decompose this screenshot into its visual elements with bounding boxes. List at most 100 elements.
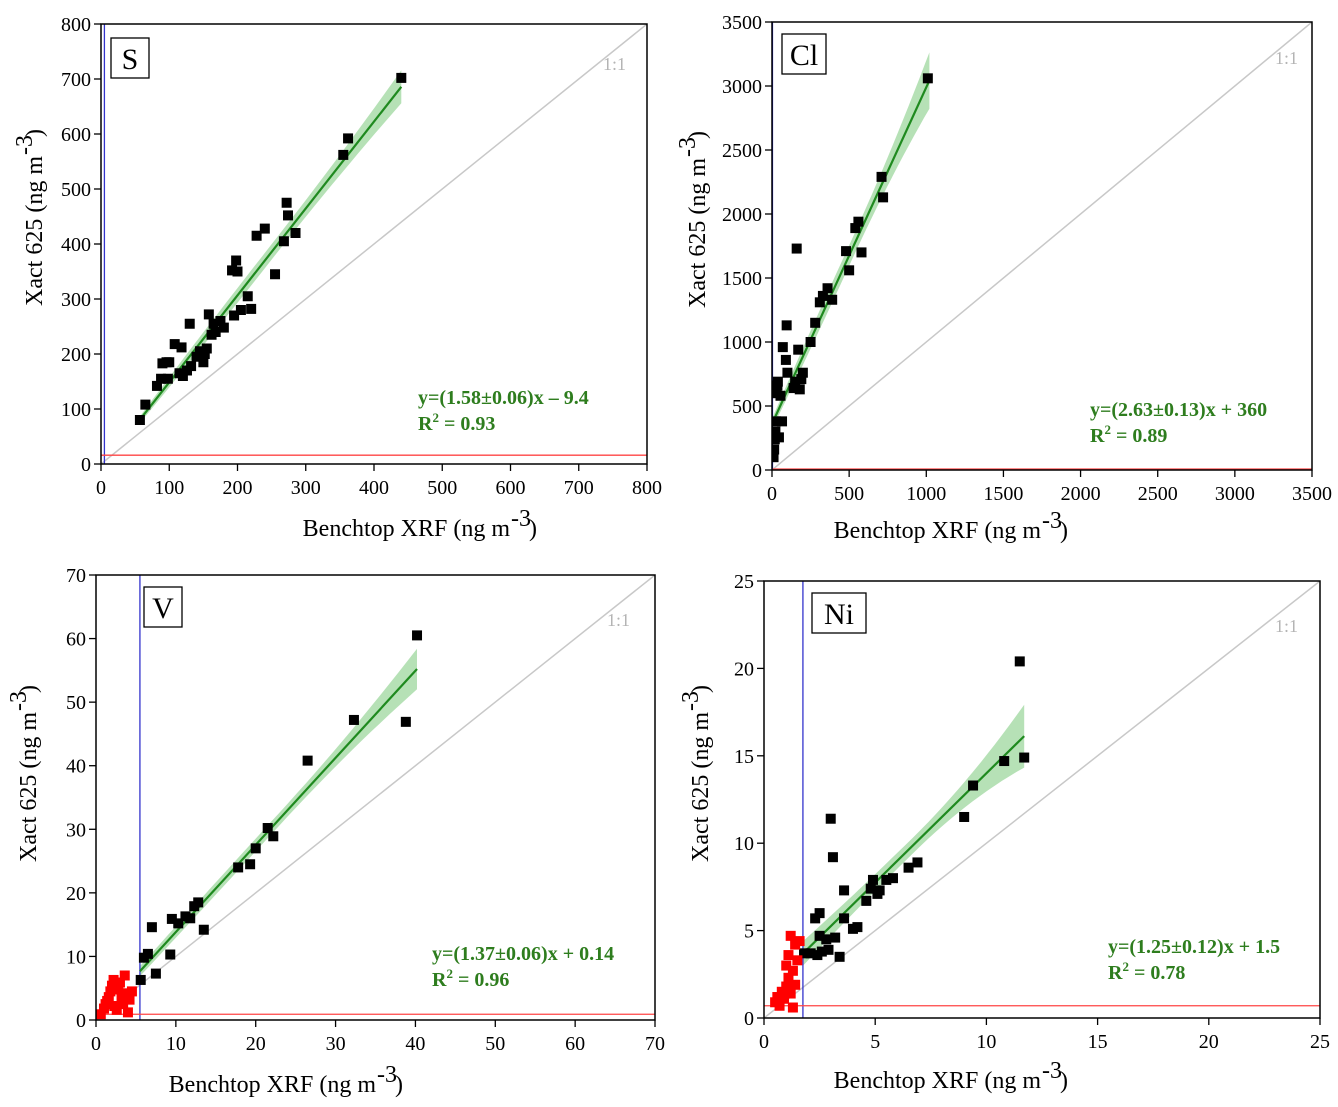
- y-tick-label: 1000: [722, 332, 762, 354]
- y-axis-title-paren: ): [688, 685, 714, 693]
- data-point: [861, 895, 872, 906]
- axis-ticks: 0 5 10 15 20 25 0 5 10 15 20 25: [734, 571, 1330, 1053]
- data-point: [810, 913, 821, 924]
- fit-equation: y=(1.25±0.12)x + 1.5: [1108, 936, 1280, 958]
- data-point-below-detection: [779, 993, 790, 1004]
- x-tick-label: 20: [1199, 1031, 1219, 1053]
- y-tick-label: 25: [734, 571, 754, 593]
- x-axis-title: Benchtop XRF (ng m: [303, 516, 511, 542]
- r-squared-value: = 0.78: [1129, 962, 1185, 984]
- confidence-band: [772, 52, 930, 430]
- r-squared-symbol: R: [1108, 962, 1123, 984]
- x-tick-label: 3500: [1292, 483, 1332, 505]
- data-point-below-detection: [776, 986, 787, 997]
- y-tick-label: 3000: [722, 76, 762, 98]
- y-tick-label: 20: [734, 658, 754, 680]
- data-point: [245, 859, 256, 870]
- data-point: [283, 210, 294, 221]
- data-points: [135, 630, 423, 985]
- data-point-below-detection: [787, 965, 798, 976]
- x-tick-label: 60: [565, 1033, 585, 1055]
- data-point: [242, 291, 253, 302]
- axis-ticks: 0 10 20 30 40 50 60 70 0 10 20 30 40 50 60 70: [66, 565, 665, 1055]
- data-point: [839, 913, 850, 924]
- one-to-one-label: 1:1: [607, 610, 630, 630]
- data-point: [878, 192, 889, 203]
- data-point: [999, 756, 1010, 767]
- data-point: [210, 327, 221, 337]
- y-tick-label: 50: [66, 692, 86, 714]
- data-point: [777, 416, 788, 427]
- x-tick-label: 10: [976, 1031, 996, 1053]
- r-squared-exponent: 2: [1104, 422, 1111, 437]
- y-axis-title-group: Xact 625 (ng m-3): [678, 685, 714, 862]
- x-tick-label: 20: [246, 1033, 266, 1055]
- x-tick-label: 1000: [906, 483, 946, 505]
- data-point-below-detection: [106, 980, 117, 991]
- data-point: [844, 265, 855, 276]
- data-point-below-detection: [785, 930, 796, 941]
- data-point: [233, 862, 244, 873]
- one-to-one-label: 1:1: [1275, 48, 1298, 68]
- data-point: [169, 339, 180, 350]
- data-point: [229, 310, 240, 321]
- data-point-below-detection: [96, 1009, 106, 1020]
- x-tick-label: 0: [767, 483, 777, 505]
- data-point: [782, 367, 793, 378]
- x-axis-title: Benchtop XRF (ng m: [834, 1068, 1042, 1094]
- panel-label-box: [110, 37, 150, 79]
- x-axis-title-paren: ): [1060, 1068, 1068, 1094]
- data-point: [772, 416, 782, 427]
- y-tick-label: 70: [66, 565, 86, 587]
- panel-label-box: [143, 586, 183, 628]
- data-point: [215, 316, 226, 326]
- data-point: [278, 236, 289, 247]
- data-point: [140, 399, 151, 410]
- data-point: [193, 897, 204, 908]
- y-axis-title-exponent: -3: [6, 691, 32, 711]
- x-axis-title-paren: ): [1060, 518, 1068, 544]
- data-point: [856, 247, 867, 258]
- fit-equation: y=(1.37±0.06)x + 0.14: [432, 943, 614, 965]
- data-point: [232, 266, 243, 277]
- data-point: [822, 283, 833, 294]
- r-squared-value: = 0.93: [439, 413, 495, 435]
- data-point: [968, 780, 979, 791]
- x-tick-label: 50: [485, 1033, 505, 1055]
- data-point: [814, 908, 825, 919]
- panel-label: V: [152, 592, 174, 625]
- panel-label: Cl: [790, 39, 818, 72]
- data-point: [794, 384, 805, 395]
- y-axis-title-exponent: -3: [12, 135, 38, 155]
- r-squared-value: = 0.96: [453, 969, 509, 991]
- y-axis-title: Xact 625 (ng m: [16, 712, 42, 862]
- data-point: [772, 452, 779, 463]
- data-point: [791, 243, 802, 254]
- data-points: [772, 73, 933, 463]
- y-tick-label: 2500: [722, 140, 762, 162]
- data-point: [231, 255, 242, 266]
- data-point: [825, 813, 836, 824]
- data-point: [199, 349, 210, 359]
- plot-frame: [95, 574, 656, 1021]
- data-point: [827, 294, 838, 305]
- data-point: [177, 371, 188, 381]
- below-detection-points: [96, 970, 137, 1020]
- data-point: [903, 862, 914, 873]
- y-axis-title-exponent: -3: [675, 137, 701, 157]
- data-point: [788, 383, 799, 394]
- data-point: [290, 228, 301, 238]
- data-point-below-detection: [774, 1000, 785, 1011]
- panel-s: 0 100 200 300 400 500 600 700 800 0 100 200 300 400 50…: [12, 14, 662, 542]
- data-point-below-detection: [113, 984, 124, 995]
- data-point-below-detection: [114, 977, 125, 988]
- plot-frame: [771, 21, 1313, 471]
- x-tick-label: 500: [427, 477, 457, 499]
- data-point: [876, 171, 887, 182]
- data-point-below-detection: [126, 986, 137, 997]
- y-axis-title-paren: ): [16, 685, 42, 693]
- data-point: [281, 197, 292, 208]
- data-point: [821, 934, 832, 945]
- y-tick-label: 600: [61, 124, 91, 146]
- data-point: [814, 297, 825, 308]
